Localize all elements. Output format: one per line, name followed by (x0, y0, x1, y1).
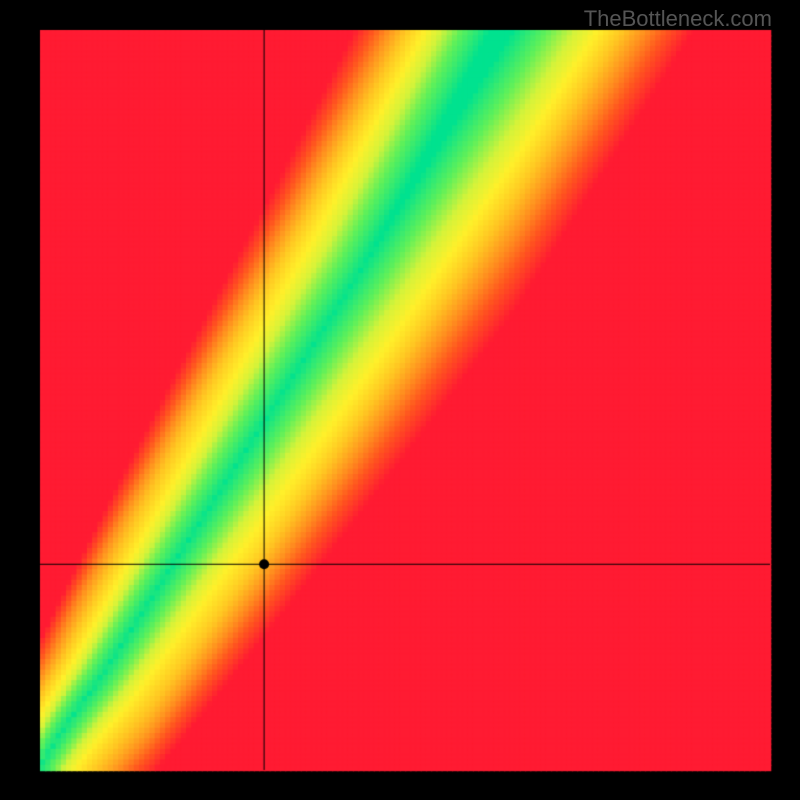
attribution-label: TheBottleneck.com (584, 6, 772, 32)
chart-container: TheBottleneck.com (0, 0, 800, 800)
heatmap-canvas (0, 0, 800, 800)
